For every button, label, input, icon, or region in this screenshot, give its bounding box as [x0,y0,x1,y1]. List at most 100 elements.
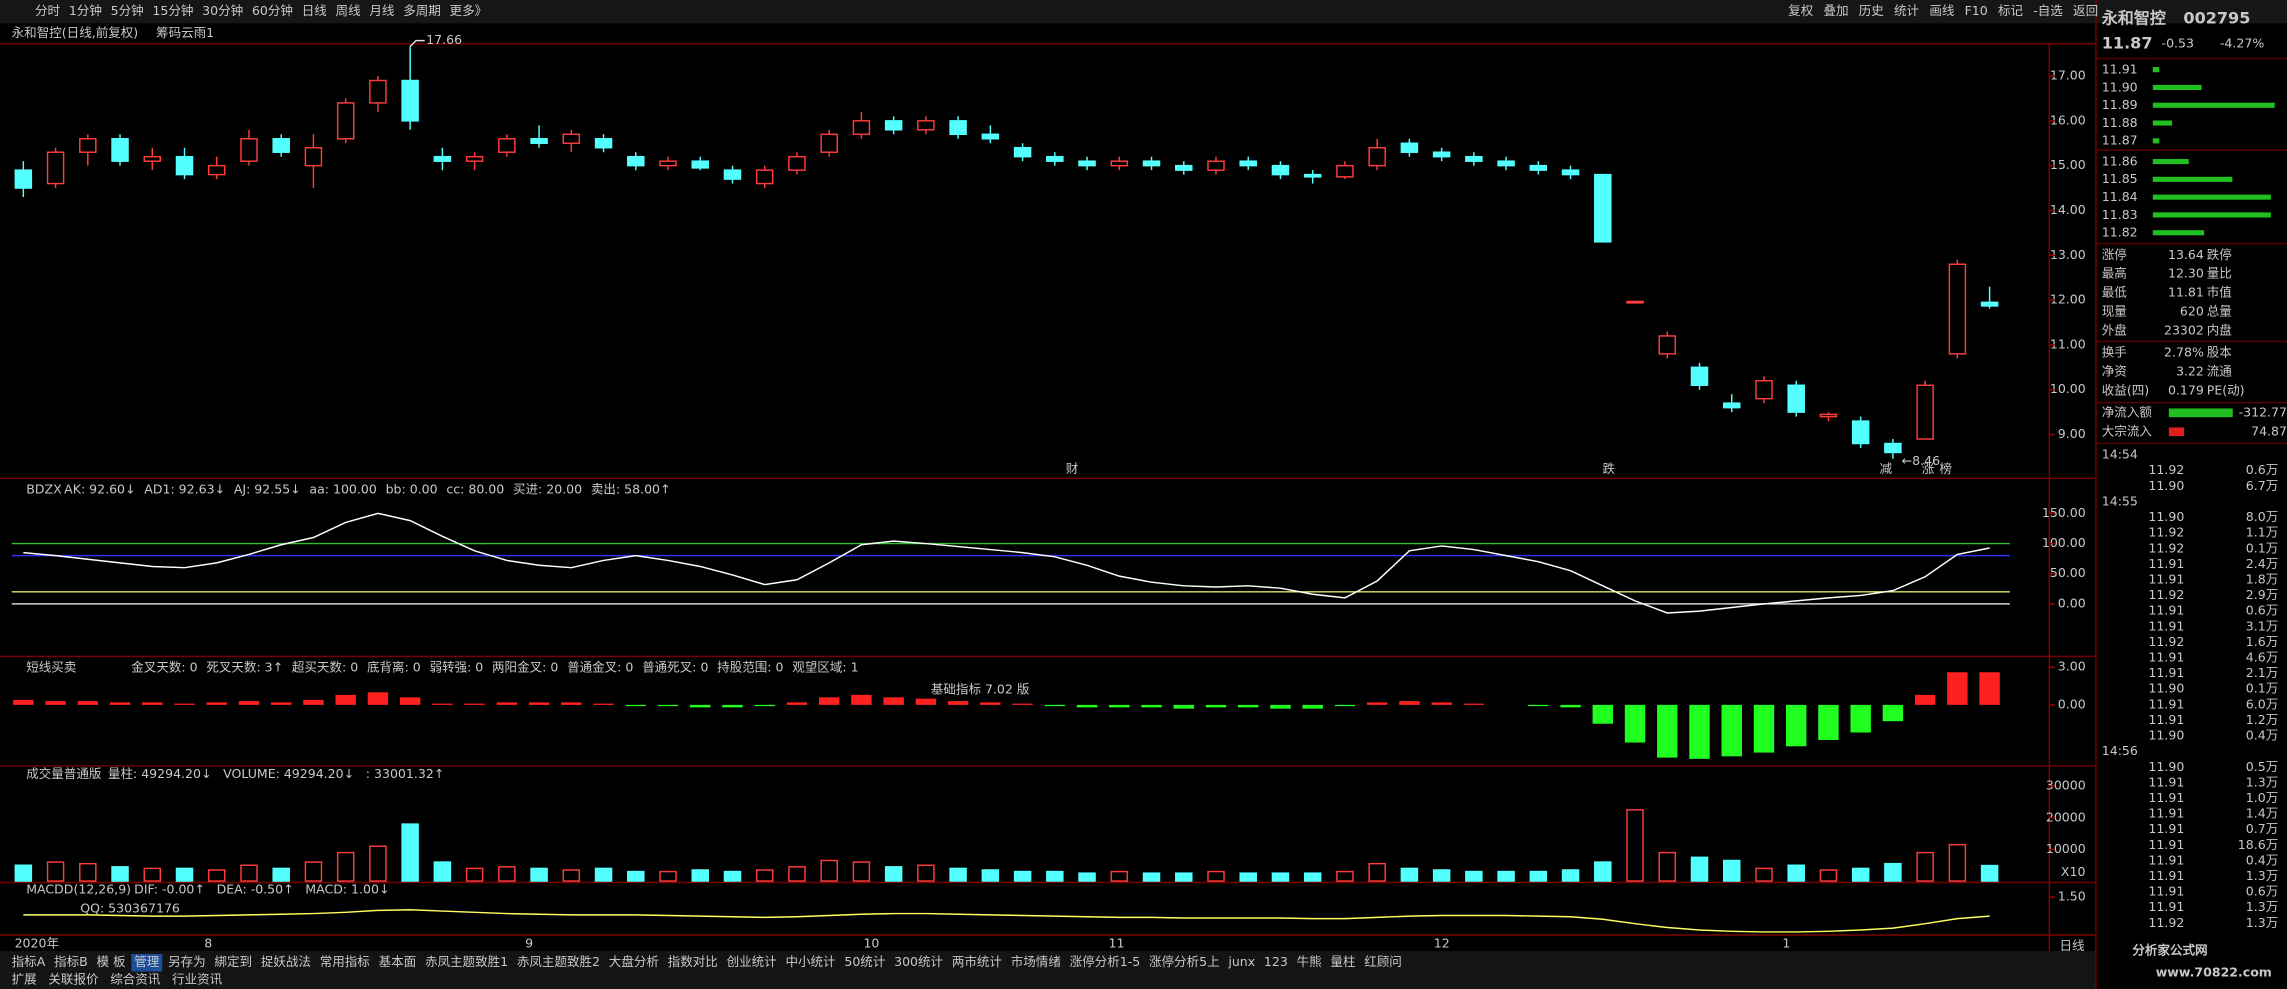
tick-volume: 1.4万 [2246,806,2278,821]
period-label[interactable]: 日线 [2059,938,2085,953]
toolbar-item[interactable]: 更多》 [450,3,488,18]
tab[interactable]: 模 板 [96,954,126,969]
toolbar-item[interactable]: 分时 [35,3,61,18]
tab[interactable]: 指标A [12,954,46,969]
candle-body [1594,173,1612,243]
candle-body [530,138,548,144]
tick-volume: 8.0万 [2246,509,2278,524]
tab[interactable]: 市场情绪 [1011,954,1061,969]
tab[interactable]: 另存为 [168,954,206,969]
short-bar [1205,704,1227,708]
date-label: 1 [1782,935,1790,950]
toolbar-item[interactable]: 画线 [1929,3,1955,18]
volume-bar [1819,869,1838,882]
tab[interactable]: 50统计 [844,954,885,969]
volume-bar [917,864,935,882]
toolbar-item[interactable]: 复权 [1788,3,1814,18]
short-bar [915,698,937,705]
toolbar-item[interactable]: 历史 [1859,3,1885,18]
tab[interactable]: 大盘分析 [609,954,659,969]
low-label: ←8.46 [1902,453,1940,468]
quote-separators [2095,57,2287,445]
toolbar-item[interactable]: F10 [1965,3,1988,18]
short-bar [1624,704,1646,743]
toolbar-item[interactable]: 30分钟 [202,3,243,18]
tick-volume: 2.9万 [2246,587,2278,602]
tab[interactable]: 综合资讯 [110,972,161,987]
indicator-readout: 金叉天数: 0 [131,660,197,675]
candle-body [1561,169,1580,176]
tab[interactable]: 两市统计 [952,954,1002,969]
tab[interactable]: 量柱 [1330,954,1356,969]
toolbar-item[interactable]: -自选 [2033,3,2063,18]
toolbar-item[interactable]: 周线 [336,3,362,18]
volume-bar [433,861,452,882]
tab[interactable]: 涨停分析5上 [1149,954,1220,969]
tab[interactable]: 123 [1264,954,1288,969]
volume-bar [1884,862,1902,882]
short-bar [1721,704,1742,757]
tick-volume: 1.1万 [2246,525,2278,540]
tab[interactable]: 扩展 [12,972,38,987]
toolbar-item[interactable]: 1分钟 [69,3,102,18]
volume-bar [1851,867,1870,882]
bdzx-tick-label: 50.00 [2050,565,2086,580]
tab[interactable]: 关联报价 [48,972,99,987]
short-bar [947,701,969,705]
candle-body [852,120,871,136]
tick-price: 11.92 [2148,462,2184,477]
candle-body [1239,160,1257,167]
tick-volume: 1.3万 [2246,868,2278,883]
tab[interactable]: 牛熊 [1297,954,1322,969]
tab[interactable]: 红顾问 [1364,954,1402,969]
tab[interactable]: 创业统计 [727,954,777,969]
tab[interactable]: 中小统计 [785,954,835,969]
price-tick-label: 14.00 [2050,202,2086,217]
candle-body [143,155,162,162]
tab[interactable]: 指标B [54,954,88,969]
tab[interactable]: 管理 [134,954,160,969]
depth-bar [2152,230,2205,236]
toolbar-item[interactable]: 多周期 [403,3,441,18]
toolbar-item[interactable]: 60分钟 [252,3,293,18]
short-bar [1238,704,1259,708]
tab[interactable]: 300统计 [894,954,943,969]
toolbar-item[interactable]: 15分钟 [152,3,193,18]
bdzx-line [23,512,1990,614]
short-bar [1689,704,1710,759]
tab[interactable]: 行业资讯 [172,972,223,987]
short-tick-label: 3.00 [2058,659,2086,674]
flow-value: -312.77 [2239,404,2287,419]
tick-volume: 1.2万 [2246,712,2278,727]
toolbar-item[interactable]: 叠加 [1823,3,1848,18]
tab[interactable]: 捉妖战法 [261,954,311,969]
toolbar-item[interactable]: 标记 [1998,3,2024,18]
tick-volume: 1.6万 [2246,634,2278,649]
candle-body [1142,160,1161,167]
toolbar-item[interactable]: 统计 [1894,3,1919,18]
macd-tick-label: 1.50 [2058,889,2086,904]
toolbar-item[interactable]: 月线 [369,3,395,18]
tab[interactable]: 綁定到 [214,954,252,969]
tab[interactable]: 涨停分析1-5 [1070,954,1141,969]
tab[interactable]: 赤凤主题致胜1 [425,954,508,969]
tab[interactable]: 赤凤主题致胜2 [517,954,600,969]
tab[interactable]: 指数对比 [668,954,718,969]
short-bar [142,702,163,705]
tab[interactable]: junx [1227,954,1255,969]
stat-label: 总量 [2207,304,2232,319]
toolbar-item[interactable]: 5分钟 [111,3,144,18]
volume-bar [1916,851,1934,882]
toolbar-item[interactable]: 日线 [302,3,328,18]
short-bar [367,692,389,705]
stat-value: 620 [2180,304,2204,319]
tab[interactable]: 常用指标 [320,954,370,969]
candle-body [240,138,258,162]
volume-bar [1980,864,1999,882]
indicator-readout: cc: 80.00 [446,482,504,497]
tab[interactable]: 基本面 [379,954,417,969]
toolbar-item[interactable]: 返回 [2073,3,2098,18]
indicator-readout: VOLUME: 49294.20↓ [223,766,354,781]
tick-price: 11.90 [2148,681,2184,696]
candle-body [433,155,452,162]
